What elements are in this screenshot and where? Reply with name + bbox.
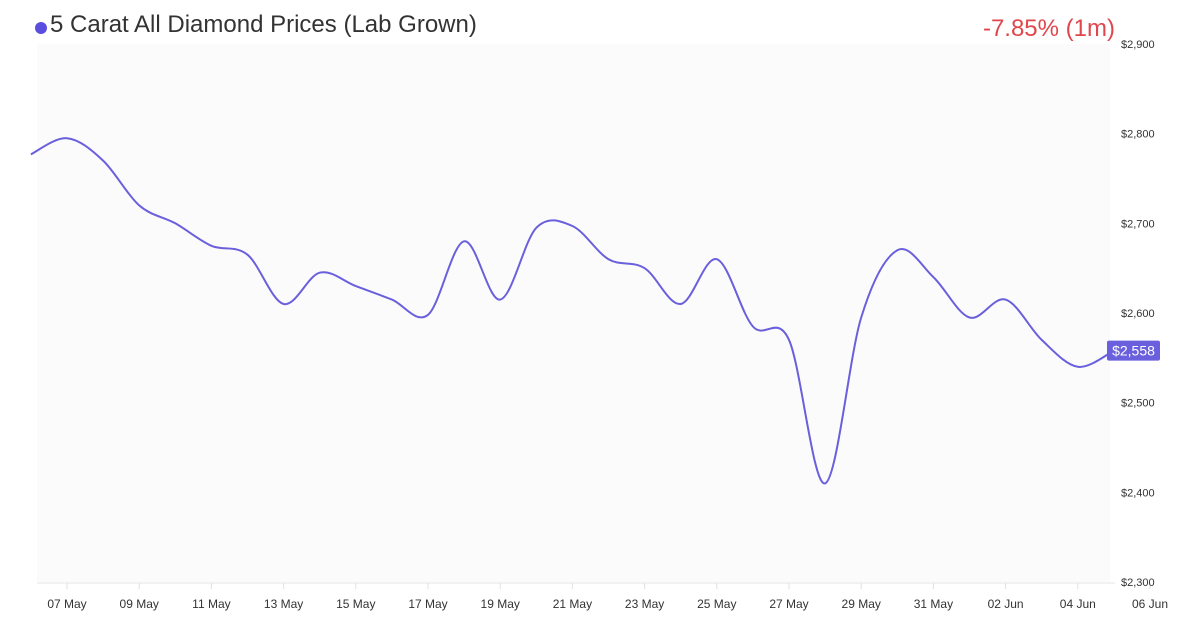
series-dot-icon xyxy=(35,22,47,34)
x-tick-label: 17 May xyxy=(408,597,447,611)
y-tick-label: $2,800 xyxy=(1121,129,1155,141)
x-tick-label: 31 May xyxy=(914,597,953,611)
last-value-label: $2,558 xyxy=(1112,343,1155,359)
chart-title: 5 Carat All Diamond Prices (Lab Grown) xyxy=(50,11,477,38)
x-tick-label: 13 May xyxy=(264,597,303,611)
price-change: -7.85% (1m) xyxy=(982,15,1115,42)
x-tick-label: 06 Jun xyxy=(1132,597,1168,611)
y-axis-ticks: $2,300 $2,400 $2,500 $2,600 $2,700 $2,800 $2,9… xyxy=(1121,39,1155,589)
plot-area xyxy=(37,44,1110,582)
price-series-line xyxy=(30,137,1115,485)
y-tick-label: $2,300 xyxy=(1121,577,1155,589)
x-tick-label: 11 May xyxy=(192,597,230,611)
x-tick-label: 07 May xyxy=(47,597,86,611)
x-tick-label: 04 Jun xyxy=(1060,597,1096,611)
x-tick-label: 15 May xyxy=(336,597,375,611)
chart-header: 5 Carat All Diamond Prices (Lab Grown) -… xyxy=(0,0,1200,44)
y-tick-label: $2,900 xyxy=(1121,39,1155,51)
y-tick-label: $2,400 xyxy=(1121,487,1155,499)
last-value-badge: $2,558 xyxy=(1107,340,1160,361)
x-tick-label: 23 May xyxy=(625,597,664,611)
x-tick-label: 19 May xyxy=(481,597,520,611)
x-axis-ticks: 07 May 09 May 11 May 13 May 15 May 17 May 19 M… xyxy=(47,583,1168,611)
y-tick-label: $2,600 xyxy=(1121,308,1155,320)
x-tick-label: 25 May xyxy=(697,597,736,611)
x-tick-label: 09 May xyxy=(120,597,159,611)
x-tick-label: 02 Jun xyxy=(988,597,1024,611)
y-tick-label: $2,700 xyxy=(1121,218,1155,230)
x-tick-label: 27 May xyxy=(769,597,808,611)
x-tick-label: 29 May xyxy=(842,597,881,611)
last-value-badge-bg xyxy=(1107,340,1160,361)
x-tick-label: 21 May xyxy=(553,597,592,611)
y-tick-label: $2,500 xyxy=(1121,398,1155,410)
